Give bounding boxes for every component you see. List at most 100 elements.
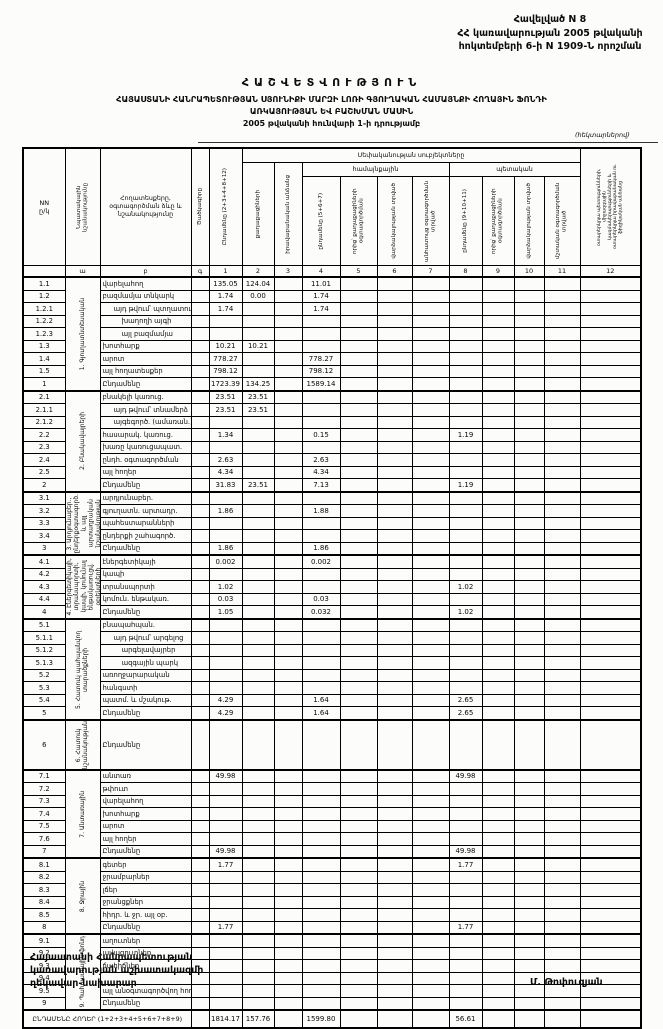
- row-number-cell: 2: [22, 478, 66, 492]
- value-cell-c1: 49.98: [208, 844, 243, 859]
- value-cell-c12: [579, 339, 642, 353]
- value-cell-c1: 1.77: [208, 920, 243, 935]
- value-cell-c3: [273, 656, 303, 670]
- row-number-cell: 8.2: [22, 870, 66, 885]
- value-cell-c4: [301, 782, 341, 796]
- table-row: 3.4 ընդերքի շահագործ.: [22, 529, 642, 543]
- value-cell-c10: [513, 768, 545, 784]
- value-cell-c8: [448, 883, 483, 897]
- value-cell-c5: [339, 920, 378, 935]
- value-cell-c4: [301, 819, 341, 834]
- grand-total-value-c5: [339, 1009, 378, 1029]
- value-cell-c12: [579, 933, 642, 948]
- value-cell-c4: 1.88: [301, 504, 341, 518]
- value-cell-c9: [481, 554, 515, 569]
- value-cell-c4: [301, 984, 341, 998]
- value-cell-c11: [543, 314, 581, 328]
- value-cell-c9: [481, 389, 515, 404]
- value-cell-c2: [241, 415, 275, 429]
- land-type-cell: այգեգործ. (ամառան.): [99, 415, 192, 429]
- value-cell-c3: [273, 959, 303, 973]
- value-cell-c3: [273, 592, 303, 606]
- land-type-cell: կոմուն. ենթակառ.: [99, 592, 192, 606]
- land-type-cell: աղուտներ: [99, 933, 192, 948]
- land-type-cell: պատմ. և մշակութ.: [99, 693, 192, 707]
- value-cell-c9: [481, 768, 515, 784]
- col-header-purpose: Նպատակային նշանակությունը: [64, 147, 101, 266]
- grand-total-value-c1: 1814.17: [208, 1009, 243, 1029]
- land-type-cell: խառը կառուցապատ.: [99, 440, 192, 454]
- value-cell-c12: [579, 693, 642, 707]
- code-cell: [190, 996, 210, 1011]
- row-number-cell: 2.5: [22, 465, 66, 479]
- row-number-cell: 7.4: [22, 807, 66, 821]
- value-cell-c11: [543, 857, 581, 872]
- appendix-line: ՀՀ կառավարության 2005 թվականի: [457, 27, 643, 39]
- row-number-cell: 4.2: [22, 567, 66, 581]
- value-cell-c5: [339, 681, 378, 695]
- value-cell-c2: [241, 617, 275, 632]
- value-cell-c11: [543, 289, 581, 303]
- value-cell-c12: [579, 289, 642, 303]
- value-cell-c7: [411, 440, 450, 454]
- land-type-cell: Ընդամենը: [99, 706, 192, 720]
- value-cell-c3: [273, 631, 303, 645]
- land-type-cell: ջրանցքներ: [99, 895, 192, 910]
- value-cell-c8: 49.98: [448, 844, 483, 859]
- value-cell-c12: [579, 490, 642, 505]
- col-header-citizens: քաղաքացիների: [241, 162, 275, 266]
- value-cell-c11: [543, 580, 581, 594]
- value-cell-c9: [481, 352, 515, 366]
- value-cell-c7: [411, 403, 450, 417]
- value-cell-c7: [411, 389, 450, 404]
- row-number-cell: 5.4: [22, 693, 66, 707]
- value-cell-c3: [273, 895, 303, 910]
- value-cell-c5: [339, 971, 378, 986]
- value-cell-c1: [208, 314, 243, 328]
- code-cell: [190, 389, 210, 404]
- value-cell-c8: [448, 656, 483, 670]
- value-cell-c7: [411, 327, 450, 341]
- value-cell-c12: [579, 453, 642, 467]
- value-cell-c9: [481, 844, 515, 859]
- value-cell-c7: [411, 984, 450, 998]
- value-cell-c9: [481, 870, 515, 885]
- land-type-cell: արդյունաբեր.: [99, 490, 192, 505]
- value-cell-c2: [241, 908, 275, 922]
- value-cell-c1: [208, 415, 243, 429]
- value-cell-c3: [273, 870, 303, 885]
- table-row: 2.1 2. Բնակավայրերի բնակելի կառուց. 23.51 23…: [22, 389, 642, 492]
- value-cell-c7: [411, 844, 450, 859]
- value-cell-c9: [481, 807, 515, 821]
- row-number-cell: 7.1: [22, 768, 66, 784]
- value-cell-c1: 1.77: [208, 857, 243, 872]
- value-cell-c4: [301, 314, 341, 328]
- row-number-cell: 1.3: [22, 339, 66, 353]
- value-cell-c3: [273, 428, 303, 442]
- value-cell-c9: [481, 377, 515, 391]
- value-cell-c12: [579, 959, 642, 973]
- value-cell-c4: [301, 327, 341, 341]
- value-cell-c6: [376, 857, 413, 872]
- value-cell-c12: [579, 807, 642, 821]
- value-cell-c7: [411, 933, 450, 948]
- value-cell-c11: [543, 883, 581, 897]
- value-cell-c12: [579, 920, 642, 935]
- table-row: 1.2.3 այլ բազմամյա: [22, 327, 642, 341]
- row-number-cell: 8.5: [22, 908, 66, 922]
- value-cell-c2: [241, 706, 275, 720]
- land-type-cell: անտառ: [99, 768, 192, 784]
- value-cell-c10: [513, 339, 545, 353]
- value-cell-c7: [411, 592, 450, 606]
- value-cell-c3: [273, 415, 303, 429]
- value-cell-c1: [208, 883, 243, 897]
- value-cell-c10: [513, 490, 545, 505]
- value-cell-c1: 1723.39: [208, 377, 243, 391]
- row-number-cell: 4.3: [22, 580, 66, 594]
- value-cell-c8: 1.77: [448, 857, 483, 872]
- land-type-cell: հանգստի: [99, 681, 192, 695]
- value-cell-c4: [301, 718, 341, 771]
- value-cell-c2: [241, 465, 275, 479]
- value-cell-c10: [513, 364, 545, 378]
- table-row: 1 Ընդամենը 1723.39 134.25 1589.14: [22, 377, 642, 391]
